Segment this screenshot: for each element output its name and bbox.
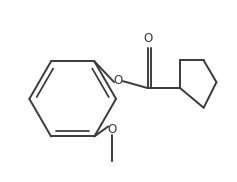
Text: O: O <box>143 32 152 45</box>
Text: O: O <box>113 74 123 87</box>
Text: O: O <box>107 123 117 136</box>
